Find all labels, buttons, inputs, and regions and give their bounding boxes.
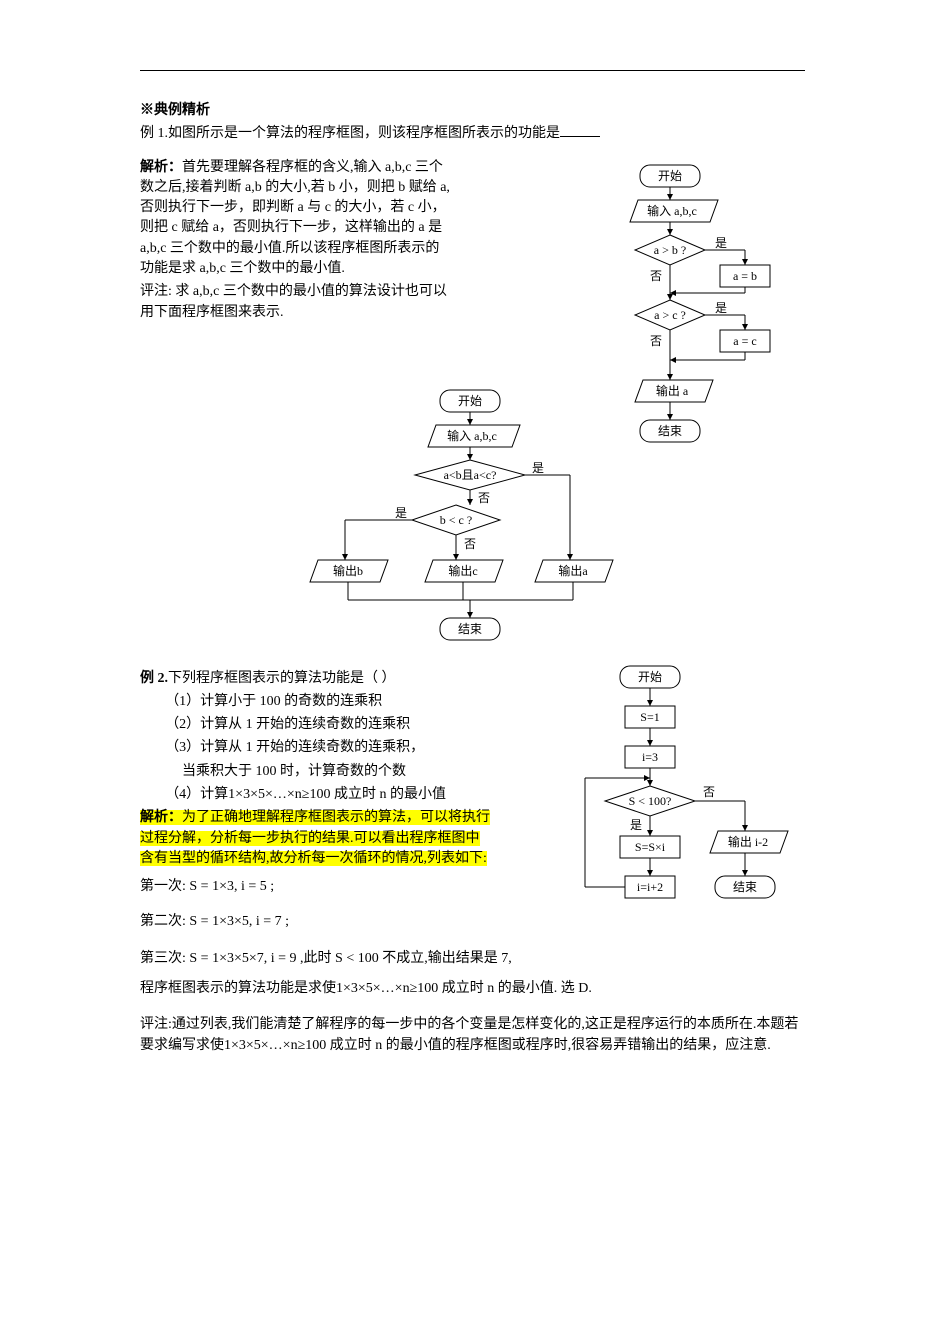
example2-analysis: 解析：为了正确地理解程序框图表示的算法，可以将执行过程分解，分析每一步执行的结果… <box>140 808 490 869</box>
example1-analysis-column: 解析：首先要理解各程序框的含义,输入 a,b,c 三个数之后,接着判断 a,b … <box>140 155 450 326</box>
fc2-outa: 输出a <box>558 563 588 578</box>
fc3-s1: S=1 <box>640 710 659 724</box>
fc2-in: 输入 a,b,c <box>447 428 497 443</box>
opt3: （3）计算从 1 开始的连续奇数的连乘积， <box>165 738 490 758</box>
section-heading: ※典例精析 <box>140 101 805 121</box>
example1-title: 例 1.如图所示是一个算法的程序框图，则该程序框图所表示的功能是 <box>140 124 805 144</box>
fc1-d1: a > b ? <box>654 243 686 257</box>
review-body: 求 a,b,c 三个数中的最小值的算法设计也可以用下面程序框图来表示. <box>140 284 447 319</box>
fc3-s2: i=3 <box>642 750 658 764</box>
example2-text-column: 例 2.下列程序框图表示的算法功能是（ ） （1）计算小于 100 的奇数的连乘… <box>140 666 490 935</box>
fc3-no: 否 <box>703 785 715 799</box>
analysis-body: 首先要理解各程序框的含义,输入 a,b,c 三个数之后,接着判断 a,b 的大小… <box>140 160 450 276</box>
flowchart-ex2: 开始 S=1 i=3 S < 100? 否 是 S=S×i <box>570 666 800 921</box>
fc1-no1: 否 <box>650 269 662 283</box>
fc3-d: S < 100? <box>629 794 672 808</box>
fc2-yes2: 是 <box>395 506 407 520</box>
review-body-2: 通过列表,我们能清楚了解程序的每一步中的各个变量是怎样变化的,这正是程序运行的本… <box>140 1017 798 1052</box>
fc2-no2: 否 <box>464 537 476 551</box>
fc3-yes: 是 <box>630 818 642 832</box>
example2-title: 例 2.下列程序框图表示的算法功能是（ ） <box>140 669 490 689</box>
fc3-inc: i=i+2 <box>637 880 663 894</box>
iter1: 第一次: S = 1×3, i = 5 ; <box>140 877 490 897</box>
fc3-start: 开始 <box>638 670 662 684</box>
fc2-outc: 输出c <box>448 563 477 578</box>
fc1-input: 输入 a,b,c <box>647 203 697 218</box>
fc1-yes2: 是 <box>715 301 727 315</box>
fc2-outb: 输出b <box>333 563 363 578</box>
fc3-out: 输出 i-2 <box>728 834 768 849</box>
example2-prefix: 例 2. <box>140 671 168 686</box>
review-label-2: 评注: <box>140 1017 172 1032</box>
example1-review: 评注: 求 a,b,c 三个数中的最小值的算法设计也可以用下面程序框图来表示. <box>140 282 450 323</box>
fc2-d2: b < c ? <box>440 513 472 527</box>
fc1-start: 开始 <box>658 169 682 183</box>
fc1-out: 输出 a <box>656 383 689 398</box>
fc3-end: 结束 <box>733 880 757 894</box>
example1-text: 如图所示是一个算法的程序框图，则该程序框图所表示的功能是 <box>168 126 560 141</box>
analysis-body-2: 为了正确地理解程序框图表示的算法，可以将执行过程分解，分析每一步执行的结果.可以… <box>140 810 490 866</box>
fc2-start: 开始 <box>458 394 482 408</box>
example2-rest: 下列程序框图表示的算法功能是（ ） <box>168 671 396 686</box>
fc1-end: 结束 <box>658 424 682 438</box>
review-label: 评注: <box>140 284 172 299</box>
example1-prefix: 例 1. <box>140 126 168 141</box>
blank-line <box>560 136 600 137</box>
fc1-asg2: a = c <box>733 334 756 348</box>
analysis-label: 解析： <box>140 160 182 175</box>
opt4: （4）计算1×3×5×…×n≥100 成立时 n 的最小值 <box>165 785 490 805</box>
fc1-d2: a > c ? <box>654 308 686 322</box>
conclusion: 程序框图表示的算法功能是求使1×3×5×…×n≥100 成立时 n 的最小值. … <box>140 979 805 999</box>
example2-review: 评注:通过列表,我们能清楚了解程序的每一步中的各个变量是怎样变化的,这正是程序运… <box>140 1015 805 1056</box>
fc1-asg1: a = b <box>733 269 757 283</box>
fc2-yes1: 是 <box>532 461 544 475</box>
fc1-yes1: 是 <box>715 236 727 250</box>
flowchart-svg-3: 开始 S=1 i=3 S < 100? 否 是 S=S×i <box>570 666 800 916</box>
opt1: （1）计算小于 100 的奇数的连乘积 <box>165 692 490 712</box>
fc1-no2: 否 <box>650 334 662 348</box>
fc2-no1: 否 <box>478 491 490 505</box>
example1-analysis: 解析：首先要理解各程序框的含义,输入 a,b,c 三个数之后,接着判断 a,b … <box>140 158 450 280</box>
analysis-label-2: 解析： <box>140 810 182 825</box>
opt2: （2）计算从 1 开始的连续奇数的连乘积 <box>165 715 490 735</box>
flowchart-svg-2: 开始 输入 a,b,c a<b且a<c? 是 否 b < c ? 是 否 <box>300 390 640 655</box>
fc3-body: S=S×i <box>635 840 666 854</box>
fc2-end: 结束 <box>458 622 482 636</box>
iter2: 第二次: S = 1×3×5, i = 7 ; <box>140 912 490 932</box>
opt3b: 当乘积大于 100 时，计算奇数的个数 <box>182 762 490 782</box>
iter3: 第三次: S = 1×3×5×7, i = 9 ,此时 S < 100 不成立,… <box>140 949 805 969</box>
fc2-d1: a<b且a<c? <box>444 468 497 482</box>
horizontal-rule <box>140 70 805 71</box>
document-page: ※典例精析 例 1.如图所示是一个算法的程序框图，则该程序框图所表示的功能是 解… <box>0 0 945 1119</box>
